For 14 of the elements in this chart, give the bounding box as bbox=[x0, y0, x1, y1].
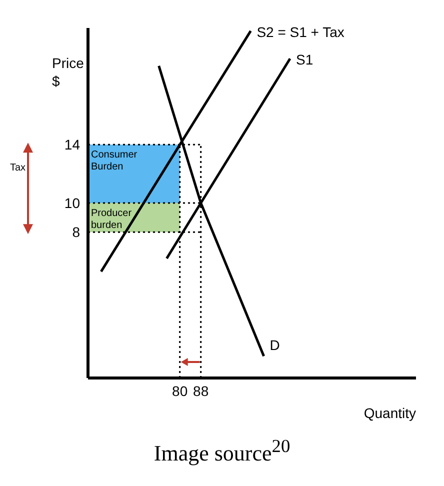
band-label: Consumer Burden bbox=[91, 150, 138, 173]
y-tick-label: 8 bbox=[72, 224, 80, 240]
series-label: S2 = S1 + Tax bbox=[256, 24, 344, 40]
y-tick-label: 14 bbox=[64, 136, 80, 153]
x-tick-label: 88 bbox=[193, 382, 209, 399]
text: Image source$^{20}$ bbox=[152, 436, 292, 466]
y-axis-title: Price $ bbox=[52, 55, 84, 89]
series-label: D bbox=[270, 337, 280, 354]
x-axis-title: Quantity bbox=[364, 405, 416, 421]
x-tick-label: 80 bbox=[172, 382, 188, 399]
series-label: S1 bbox=[296, 52, 314, 68]
y-tick-label: 10 bbox=[64, 194, 80, 211]
band-label: Producer burden bbox=[91, 208, 132, 231]
text: Tax bbox=[10, 162, 26, 174]
